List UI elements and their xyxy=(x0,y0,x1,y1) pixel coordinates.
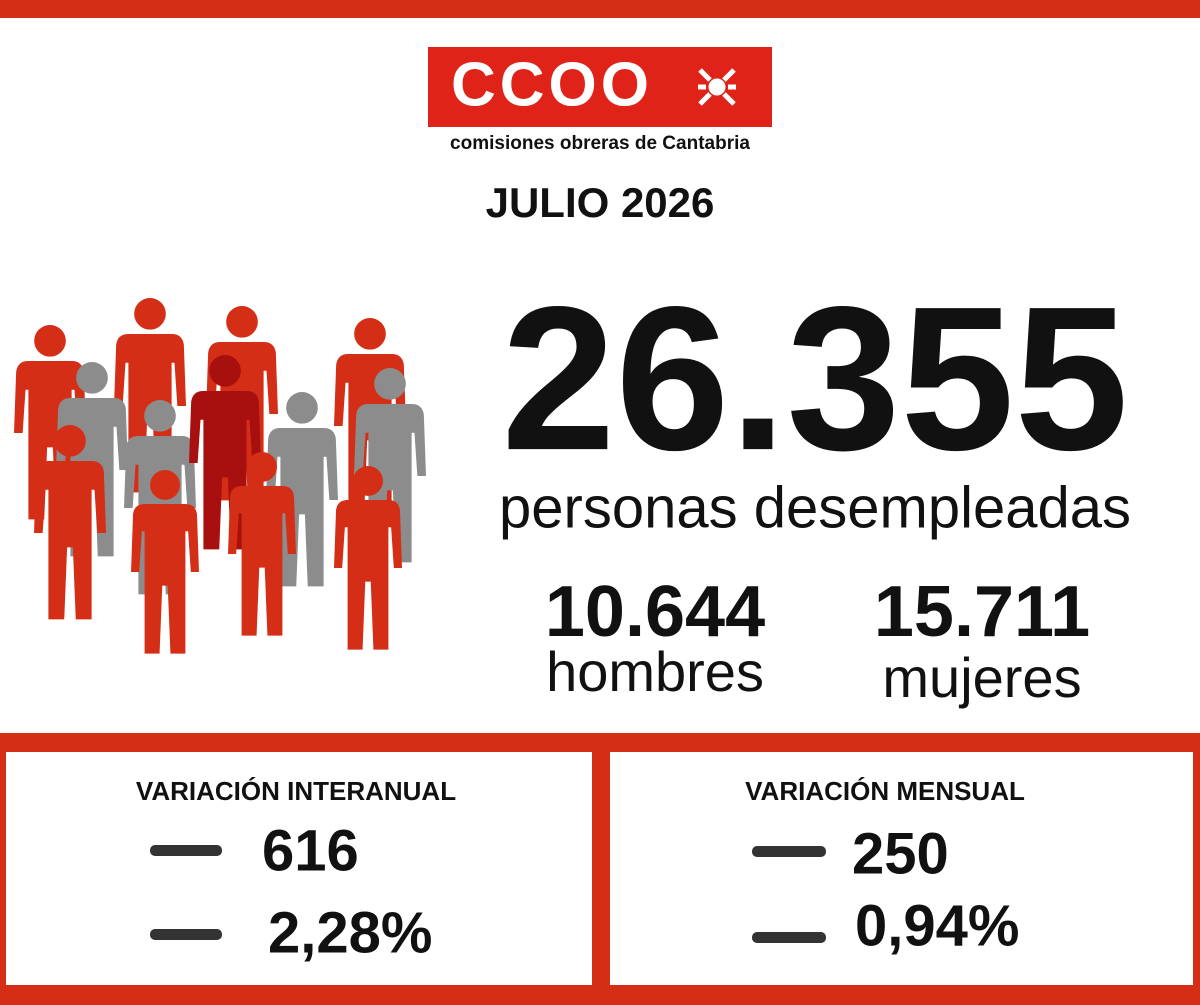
top-bar xyxy=(0,0,1200,18)
men-label: hombres xyxy=(546,640,764,703)
variation-title: VARIACIÓN INTERANUAL xyxy=(136,776,456,806)
variation-percent: 2,28% xyxy=(268,900,432,965)
title: JULIO 2026 xyxy=(486,179,715,226)
variation-absolute: 250 xyxy=(852,821,949,886)
minus-sign xyxy=(150,929,222,940)
logo-text: CCOO xyxy=(451,50,653,119)
women-value: 15.711 xyxy=(874,572,1090,652)
variation-title: VARIACIÓN MENSUAL xyxy=(745,776,1025,806)
frame xyxy=(0,733,1200,1005)
minus-sign xyxy=(752,932,826,943)
variation-percent: 0,94% xyxy=(855,893,1019,958)
logo-subtitle: comisiones obreras de Cantabria xyxy=(450,133,750,154)
variation-absolute: 616 xyxy=(262,818,359,883)
total-label: personas desempleadas xyxy=(499,475,1131,540)
logo-icon xyxy=(698,68,736,106)
women-label: mujeres xyxy=(882,646,1081,709)
minus-sign xyxy=(752,846,826,857)
men-value: 10.644 xyxy=(545,572,765,652)
total-value: 26.355 xyxy=(501,264,1128,493)
people-illustration xyxy=(14,298,426,654)
minus-sign xyxy=(150,845,222,856)
